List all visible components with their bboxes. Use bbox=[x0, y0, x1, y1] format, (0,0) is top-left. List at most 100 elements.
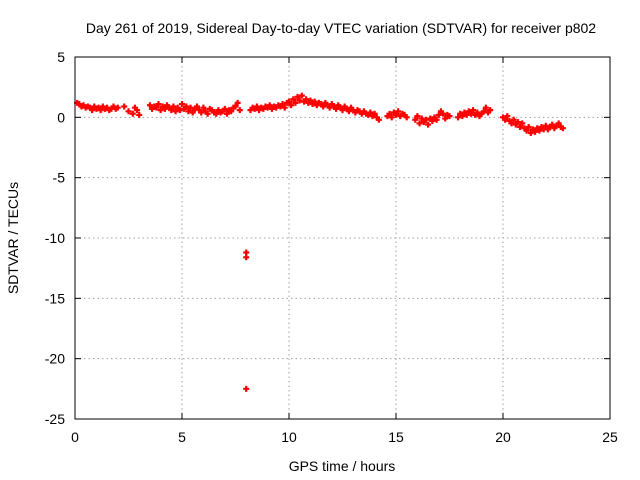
data-point bbox=[307, 97, 314, 104]
data-point bbox=[435, 111, 442, 118]
data-point bbox=[510, 116, 517, 123]
data-point bbox=[395, 108, 402, 115]
data-point bbox=[388, 114, 395, 121]
data-point bbox=[97, 107, 104, 114]
data-point bbox=[418, 115, 425, 122]
y-axis-label: SDTVAR / TECUs bbox=[5, 182, 21, 294]
data-point bbox=[467, 110, 474, 117]
data-point bbox=[114, 104, 121, 111]
x-tick-label: 15 bbox=[388, 429, 404, 445]
data-point bbox=[296, 97, 303, 104]
data-point bbox=[559, 125, 566, 132]
data-point bbox=[200, 104, 207, 111]
data-point bbox=[519, 120, 526, 127]
data-point bbox=[176, 107, 183, 114]
data-point bbox=[320, 103, 327, 110]
data-point bbox=[482, 104, 489, 111]
data-point bbox=[121, 103, 128, 110]
data-point bbox=[303, 96, 310, 103]
data-point bbox=[193, 103, 200, 110]
data-point bbox=[213, 110, 220, 117]
data-point bbox=[508, 120, 515, 127]
data-point bbox=[170, 103, 177, 110]
data-point bbox=[446, 113, 453, 120]
y-tick-label: -20 bbox=[45, 351, 65, 367]
data-point bbox=[514, 119, 521, 126]
x-tick-label: 20 bbox=[495, 429, 511, 445]
data-point bbox=[414, 113, 421, 120]
data-point bbox=[429, 117, 436, 124]
data-point bbox=[386, 110, 393, 117]
y-tick-label: -25 bbox=[45, 411, 65, 427]
data-point bbox=[532, 128, 539, 135]
data-point bbox=[157, 107, 164, 114]
data-point bbox=[470, 107, 477, 114]
y-tick-label: -15 bbox=[45, 290, 65, 306]
data-point bbox=[89, 107, 96, 114]
data-point bbox=[298, 92, 305, 99]
data-point bbox=[416, 120, 423, 127]
data-point bbox=[440, 110, 447, 117]
data-point bbox=[204, 110, 211, 117]
data-point bbox=[183, 103, 190, 110]
data-point bbox=[187, 104, 194, 111]
data-point bbox=[474, 109, 481, 116]
data-point bbox=[232, 103, 239, 110]
data-point bbox=[223, 110, 230, 117]
data-point bbox=[136, 111, 143, 118]
data-point bbox=[345, 108, 352, 115]
data-point bbox=[221, 105, 228, 112]
data-point bbox=[243, 254, 250, 261]
data-point bbox=[281, 104, 288, 111]
data-point bbox=[412, 116, 419, 123]
data-point bbox=[459, 113, 466, 120]
data-point bbox=[371, 110, 378, 117]
data-point bbox=[155, 101, 162, 108]
data-point bbox=[228, 108, 235, 115]
data-point bbox=[403, 114, 410, 121]
chart-title: Day 261 of 2019, Sidereal Day-to-day VTE… bbox=[86, 20, 596, 36]
data-point bbox=[292, 99, 299, 106]
data-point bbox=[504, 113, 511, 120]
data-point bbox=[517, 123, 524, 130]
x-tick-label: 25 bbox=[602, 429, 618, 445]
data-point bbox=[523, 127, 530, 134]
data-point bbox=[542, 122, 549, 129]
data-point bbox=[311, 98, 318, 105]
data-point bbox=[442, 115, 449, 122]
data-point bbox=[555, 120, 562, 127]
data-point bbox=[286, 98, 292, 105]
y-tick-label: -5 bbox=[53, 170, 66, 186]
data-point bbox=[172, 108, 179, 115]
data-point bbox=[253, 103, 260, 110]
data-point bbox=[525, 123, 532, 130]
y-tick-label: 0 bbox=[57, 109, 65, 125]
data-point bbox=[290, 96, 297, 103]
data-point bbox=[236, 107, 243, 114]
data-point bbox=[234, 99, 241, 106]
data-point bbox=[367, 109, 374, 116]
data-point bbox=[326, 104, 333, 111]
data-point bbox=[266, 102, 273, 109]
y-tick-label: -10 bbox=[45, 230, 65, 246]
data-point bbox=[153, 104, 160, 111]
data-point bbox=[502, 116, 509, 123]
data-point bbox=[189, 109, 196, 116]
data-point bbox=[179, 101, 185, 108]
data-point bbox=[536, 127, 543, 134]
data-point bbox=[129, 110, 136, 117]
data-point bbox=[243, 385, 250, 392]
data-point bbox=[480, 108, 487, 115]
x-tick-label: 0 bbox=[71, 429, 79, 445]
data-point bbox=[294, 93, 301, 100]
y-tick-label: 5 bbox=[57, 49, 65, 65]
data-point bbox=[425, 121, 432, 128]
x-tick-label: 10 bbox=[281, 429, 297, 445]
data-point bbox=[433, 116, 440, 123]
data-point bbox=[288, 102, 295, 109]
data-point bbox=[198, 109, 205, 116]
data-point bbox=[455, 114, 462, 121]
data-point bbox=[134, 107, 141, 114]
